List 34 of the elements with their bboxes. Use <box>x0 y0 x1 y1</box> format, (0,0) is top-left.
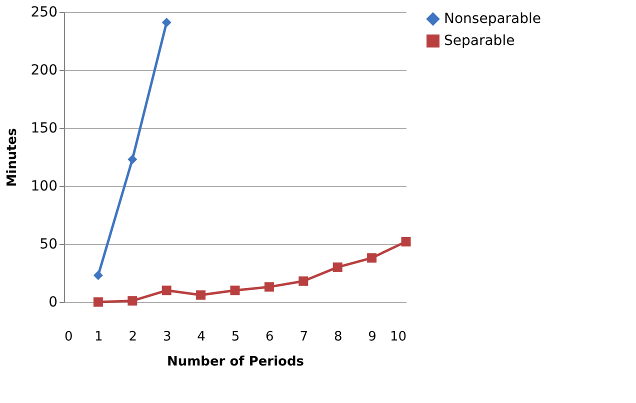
y-tick-label: 100 <box>30 178 58 194</box>
x-tick-label: 3 <box>162 330 172 344</box>
x-tick-label: 4 <box>197 330 206 344</box>
x-tick-label: 0 <box>64 330 73 344</box>
legend-label: Separable <box>444 33 515 49</box>
point <box>93 270 103 280</box>
point <box>264 282 274 292</box>
point <box>332 262 342 272</box>
point <box>128 154 138 164</box>
x-tick-label: 1 <box>94 330 103 344</box>
point <box>162 18 172 28</box>
point <box>230 286 240 296</box>
x-tick-label: 8 <box>334 330 342 344</box>
legend-label: Nonseparable <box>444 11 542 27</box>
x-tick-label: 7 <box>300 330 308 344</box>
point <box>401 236 411 246</box>
point <box>298 276 308 286</box>
x-tick-label: 10 <box>390 330 406 344</box>
y-tick-label: 150 <box>30 120 58 136</box>
point <box>196 290 206 300</box>
point <box>93 297 103 307</box>
y-tick-label: 50 <box>40 236 58 252</box>
y-axis-title: Minutes <box>4 128 20 187</box>
y-tick-label: 250 <box>30 4 58 20</box>
x-axis-title: Number of Periods <box>166 354 304 370</box>
point <box>128 296 138 306</box>
x-tick-label: 6 <box>266 330 274 344</box>
y-tick-label: 200 <box>30 62 58 78</box>
point <box>367 253 377 263</box>
x-tick-label: 2 <box>128 330 138 344</box>
point <box>162 286 172 296</box>
y-tick-label: 0 <box>48 294 58 310</box>
x-tick-label: 5 <box>231 330 240 344</box>
x-tick-label: 9 <box>368 330 376 344</box>
